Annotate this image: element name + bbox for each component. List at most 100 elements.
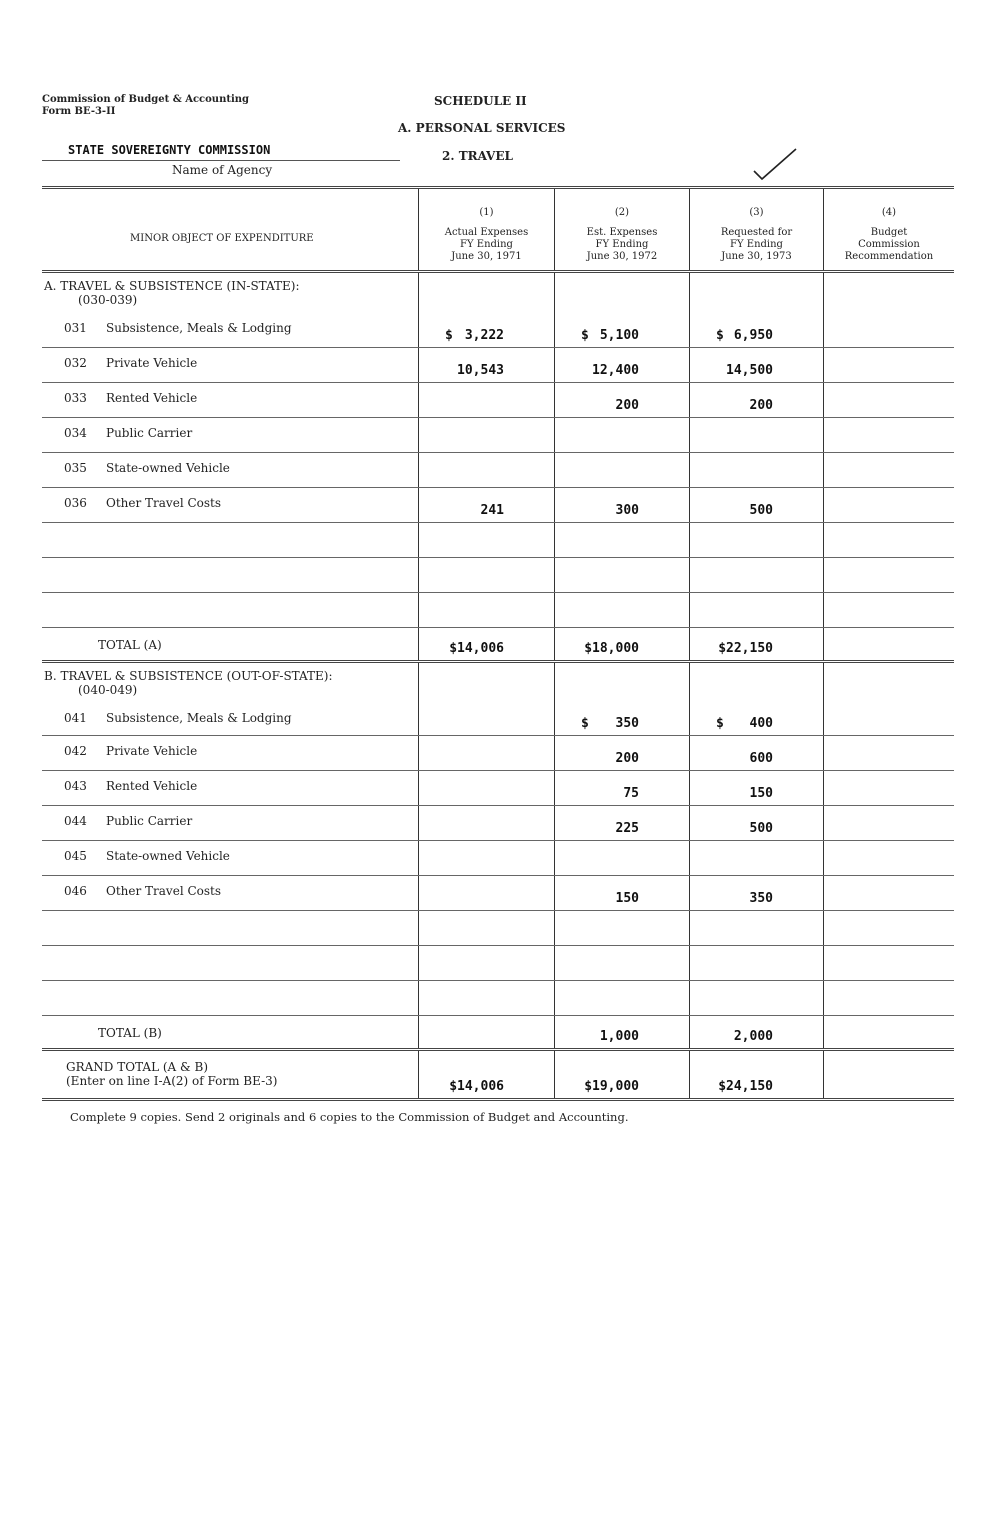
value-cell-3: 2,000 [689, 1016, 823, 1048]
value-cell-1 [418, 736, 554, 770]
object-name: Rented Vehicle [106, 779, 198, 793]
object-name: Other Travel Costs [106, 884, 222, 898]
value-cell-1 [418, 946, 554, 980]
value-cell-3: $22,150 [689, 628, 823, 660]
value-cell-1: $14,006 [418, 1051, 554, 1098]
value-cell-3 [689, 593, 823, 627]
amount: 241 [480, 503, 504, 518]
object-code: 045 [64, 849, 87, 863]
value-cell-4 [823, 981, 954, 1015]
value-cell-3 [689, 946, 823, 980]
value-cell-1 [418, 383, 554, 417]
dollar-sign: $ [445, 328, 453, 343]
row-label: 032 Private Vehicle [56, 356, 197, 370]
value-cell-3 [689, 418, 823, 452]
grand-total-row: GRAND TOTAL (A & B) (Enter on line I-A(2)… [42, 1051, 954, 1101]
value-cell-3 [689, 663, 823, 703]
value-cell-1 [418, 418, 554, 452]
label-cell: 041 Subsistence, Meals & Lodging [42, 703, 418, 735]
value-cell-3 [689, 841, 823, 875]
value-cell-3: 500 [689, 488, 823, 522]
value-cell-2: 200 [554, 736, 689, 770]
value-cell-1 [418, 771, 554, 805]
col-header-3: (3) Requested for FY Ending June 30, 1973 [689, 189, 823, 270]
issuer: Commission of Budget & Accounting Form B… [42, 94, 249, 118]
label-cell [42, 911, 418, 945]
value-cell-3: $400 [689, 703, 823, 735]
row-label: A. TRAVEL & SUBSISTENCE (IN-STATE): (030-… [44, 279, 300, 307]
total-label: TOTAL (B) [98, 1026, 162, 1040]
amount: 200 [615, 751, 639, 766]
col1-l3: June 30, 1971 [451, 251, 522, 262]
value-cell-3: $6,950 [689, 313, 823, 347]
value-cell-4 [823, 736, 954, 770]
object-code: 036 [64, 496, 87, 510]
value-cell-1: 241 [418, 488, 554, 522]
object-name: State-owned Vehicle [106, 849, 230, 863]
heading-range: (030-039) [78, 293, 138, 307]
row-label: 031 Subsistence, Meals & Lodging [56, 321, 292, 335]
row-label: 045 State-owned Vehicle [56, 849, 230, 863]
object-name: State-owned Vehicle [106, 461, 230, 475]
amount: 150 [749, 786, 773, 801]
row-label: B. TRAVEL & SUBSISTENCE (OUT-OF-STATE):(… [44, 669, 333, 697]
row-label: 036 Other Travel Costs [56, 496, 221, 510]
label-cell: 046 Other Travel Costs [42, 876, 418, 910]
table-row: 042 Private Vehicle 200 600 [42, 736, 954, 771]
value-cell-4 [823, 273, 954, 313]
label-cell: 033 Rented Vehicle [42, 383, 418, 417]
value-cell-1 [418, 1016, 554, 1048]
value-cell-2 [554, 946, 689, 980]
value-cell-3: $24,150 [689, 1051, 823, 1098]
value-cell-4 [823, 1051, 954, 1098]
label-cell: GRAND TOTAL (A & B) (Enter on line I-A(2)… [42, 1051, 418, 1098]
value-cell-3: 150 [689, 771, 823, 805]
col-header-label: MINOR OBJECT OF EXPENDITURE [42, 189, 418, 270]
value-cell-4 [823, 593, 954, 627]
amount: $22,150 [718, 641, 773, 656]
label-cell: 031 Subsistence, Meals & Lodging [42, 313, 418, 347]
value-cell-3: 14,500 [689, 348, 823, 382]
checkmark-icon [753, 148, 797, 181]
value-cell-1 [418, 876, 554, 910]
value-cell-4 [823, 523, 954, 557]
row-label: 041 Subsistence, Meals & Lodging [56, 711, 292, 725]
value-cell-2: 150 [554, 876, 689, 910]
amount: 6,950 [733, 328, 773, 343]
label-cell: 045 State-owned Vehicle [42, 841, 418, 875]
value-cell-4 [823, 876, 954, 910]
object-code: 043 [64, 779, 87, 793]
object-code: 046 [64, 884, 87, 898]
object-name: Subsistence, Meals & Lodging [106, 711, 292, 725]
amount: 600 [749, 751, 773, 766]
amount: 350 [615, 716, 639, 731]
col4-num: (4) [881, 207, 897, 218]
value-cell-4 [823, 946, 954, 980]
object-name: Rented Vehicle [106, 391, 198, 405]
amount: 225 [615, 821, 639, 836]
amount: 200 [749, 398, 773, 413]
label-cell: B. TRAVEL & SUBSISTENCE (OUT-OF-STATE):(… [42, 663, 418, 703]
amount: 5,100 [599, 328, 639, 343]
value-cell-1 [418, 593, 554, 627]
value-cell-4 [823, 488, 954, 522]
blank-row [42, 593, 954, 628]
value-cell-2 [554, 523, 689, 557]
blank-row [42, 911, 954, 946]
value-cell-2: $5,100 [554, 313, 689, 347]
amount: 500 [749, 503, 773, 518]
schedule-title: SCHEDULE II [434, 94, 527, 108]
blank-row [42, 558, 954, 593]
total-row: TOTAL (A) $14,006 $18,000 $22,150 [42, 628, 954, 663]
amount: 300 [615, 503, 639, 518]
table-row: 033 Rented Vehicle 200 200 [42, 383, 954, 418]
amount: 75 [623, 786, 639, 801]
table-row: 032 Private Vehicle 10,543 12,400 14,500 [42, 348, 954, 383]
value-cell-2 [554, 981, 689, 1015]
object-name: Subsistence, Meals & Lodging [106, 321, 292, 335]
col4-l2: Commission [858, 239, 920, 250]
value-cell-4 [823, 1016, 954, 1048]
label-cell: 036 Other Travel Costs [42, 488, 418, 522]
value-cell-2: 225 [554, 806, 689, 840]
col1-l2: FY Ending [460, 239, 513, 250]
